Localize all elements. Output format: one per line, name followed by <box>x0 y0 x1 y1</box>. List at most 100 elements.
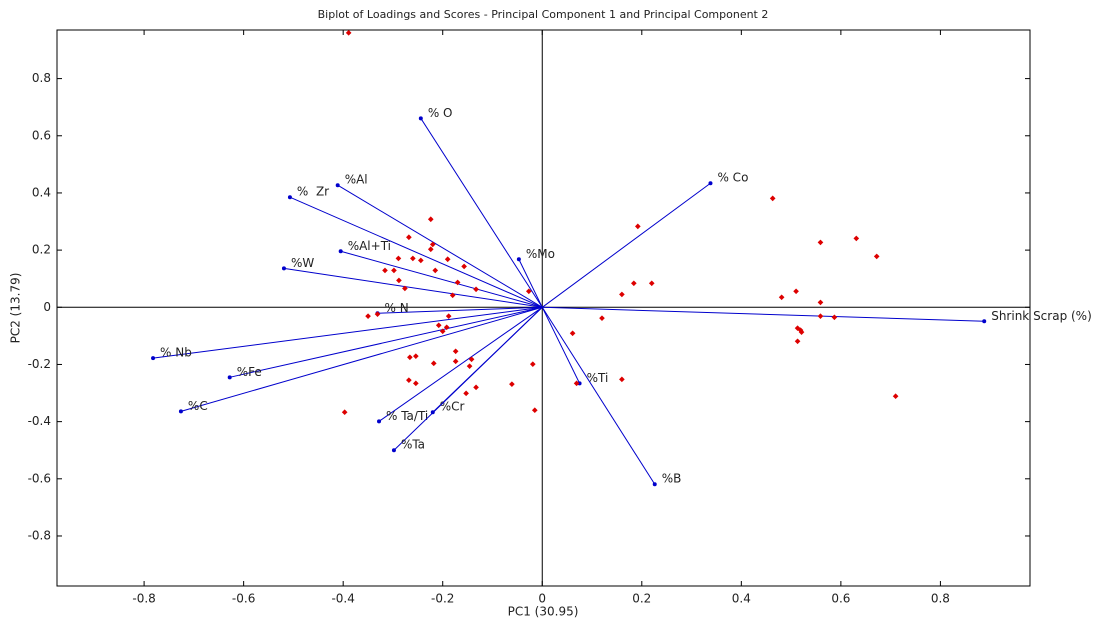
x-tick-label: -0.6 <box>232 592 255 606</box>
loading-label: % Co <box>717 171 748 185</box>
score-point <box>831 314 838 321</box>
score-point <box>396 277 402 284</box>
score-point <box>461 263 467 270</box>
loading-point <box>335 183 340 188</box>
score-point <box>391 267 397 274</box>
score-point <box>402 285 408 292</box>
loading-vector <box>283 267 543 308</box>
y-tick-label: 0 <box>43 300 51 314</box>
score-point <box>798 329 805 335</box>
loading-label: %Ti <box>587 371 609 385</box>
loading-label: %B <box>662 472 682 486</box>
score-point <box>452 348 459 355</box>
score-point <box>525 288 532 295</box>
loading-vector <box>420 118 543 308</box>
x-tick-label: 0.6 <box>831 592 850 606</box>
score-point <box>648 280 655 287</box>
loading-label: %Al <box>345 173 368 187</box>
score-point <box>410 255 416 262</box>
score-point <box>435 322 442 329</box>
loading-label: % Ta/Ti <box>386 409 428 423</box>
x-tick-label: 0.8 <box>931 592 950 606</box>
score-point <box>445 313 452 319</box>
score-point <box>619 291 625 298</box>
y-tick-label: 0.8 <box>32 71 51 85</box>
loading-label: %Fe <box>237 365 262 379</box>
score-point <box>443 324 450 331</box>
loading-vector <box>340 250 543 308</box>
score-point <box>432 267 439 274</box>
score-point <box>793 288 799 295</box>
x-tick-label: -0.2 <box>431 592 454 606</box>
loading-label: %Al+Ti <box>348 239 391 253</box>
loading-point <box>338 249 343 254</box>
loading-point <box>708 181 713 186</box>
loading-point <box>418 116 423 121</box>
score-point <box>444 256 451 263</box>
y-tick-label: 0.2 <box>32 243 51 257</box>
loading-label: %Cr <box>440 400 465 414</box>
score-point <box>466 363 473 370</box>
loading-vector <box>289 196 543 308</box>
loading-point <box>281 266 286 271</box>
chart-title: Biplot of Loadings and Scores - Principa… <box>318 8 769 21</box>
loading-vector <box>337 184 543 308</box>
loading-vector <box>393 306 543 451</box>
score-point <box>382 267 388 274</box>
score-point <box>452 358 459 365</box>
x-tick-label: 0.2 <box>632 592 651 606</box>
score-point <box>631 280 637 287</box>
score-point <box>449 292 456 299</box>
plot-frame <box>56 29 1031 587</box>
x-tick-label: -0.4 <box>331 592 354 606</box>
y-tick-label: -0.2 <box>28 357 51 371</box>
score-point <box>395 255 402 262</box>
loading-point <box>178 409 183 414</box>
loading-label: %Mo <box>526 247 555 261</box>
score-point <box>413 353 419 359</box>
y-tick-label: 0.6 <box>32 128 51 142</box>
loading-label: Shrink Scrap (%) <box>991 309 1092 323</box>
score-point <box>468 356 475 363</box>
loading-point <box>516 257 521 262</box>
score-point <box>463 390 469 397</box>
score-point <box>430 360 437 367</box>
loading-label: % N <box>385 301 409 315</box>
loading-vector <box>542 306 985 322</box>
loading-vector <box>229 306 543 378</box>
score-point <box>892 393 899 400</box>
score-point <box>794 338 801 345</box>
x-tick-label: 0 <box>538 592 546 606</box>
score-point <box>817 299 824 306</box>
score-point <box>374 311 381 317</box>
loading-vector <box>541 182 711 308</box>
loading-vector <box>152 306 543 359</box>
loading-vector <box>378 306 543 422</box>
loading-vector <box>541 307 581 384</box>
x-axis-label: PC1 (30.95) <box>508 605 579 619</box>
score-point <box>569 330 576 337</box>
score-point <box>778 294 785 301</box>
score-point <box>817 313 824 319</box>
loading-label: %C <box>188 399 208 413</box>
score-point <box>341 409 348 416</box>
score-point <box>769 195 776 202</box>
score-point <box>427 246 434 253</box>
score-point <box>473 286 479 293</box>
score-point <box>573 380 580 387</box>
loading-point <box>151 356 156 361</box>
loading-label: % Zr <box>297 185 329 199</box>
loading-point <box>227 375 232 380</box>
score-point <box>454 279 461 286</box>
score-point <box>619 376 625 383</box>
loading-label: % Nb <box>160 346 192 360</box>
score-point <box>599 315 605 321</box>
x-tick-label: 0.4 <box>732 592 751 606</box>
loading-point <box>577 381 582 386</box>
y-tick-label: 0.4 <box>32 185 51 199</box>
y-axis-label: PC2 (13.79) <box>9 273 23 344</box>
score-point <box>427 216 434 223</box>
score-point <box>473 384 479 391</box>
